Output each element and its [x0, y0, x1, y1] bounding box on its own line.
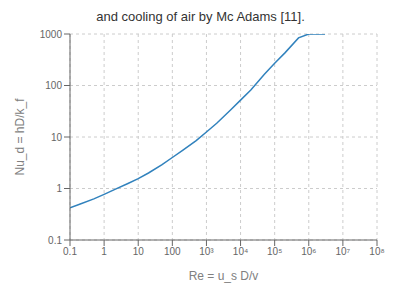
- svg-text:100: 100: [45, 80, 62, 91]
- svg-text:1: 1: [101, 246, 107, 257]
- svg-text:10⁶: 10⁶: [301, 246, 316, 257]
- svg-text:10: 10: [133, 246, 145, 257]
- svg-text:10⁵: 10⁵: [267, 246, 282, 257]
- svg-text:10: 10: [51, 132, 63, 143]
- svg-text:1000: 1000: [40, 29, 63, 40]
- svg-text:0.1: 0.1: [63, 246, 77, 257]
- html-text:and cooling of air by Mc Adams: and cooling of air by Mc Adams [11].: [96, 9, 305, 24]
- svg-text:Re = u_s D/v: Re = u_s D/v: [189, 269, 259, 283]
- svg-text:10⁴: 10⁴: [233, 246, 248, 257]
- svg-text:1: 1: [56, 183, 62, 194]
- svg-text:10³: 10³: [199, 246, 214, 257]
- svg-text:0.1: 0.1: [48, 235, 62, 246]
- svg-text:Nu_d = hD/k_f: Nu_d = hD/k_f: [13, 98, 27, 176]
- svg-text:100: 100: [164, 246, 181, 257]
- svg-text:10⁸: 10⁸: [369, 246, 384, 257]
- svg-text:10⁷: 10⁷: [336, 246, 351, 257]
